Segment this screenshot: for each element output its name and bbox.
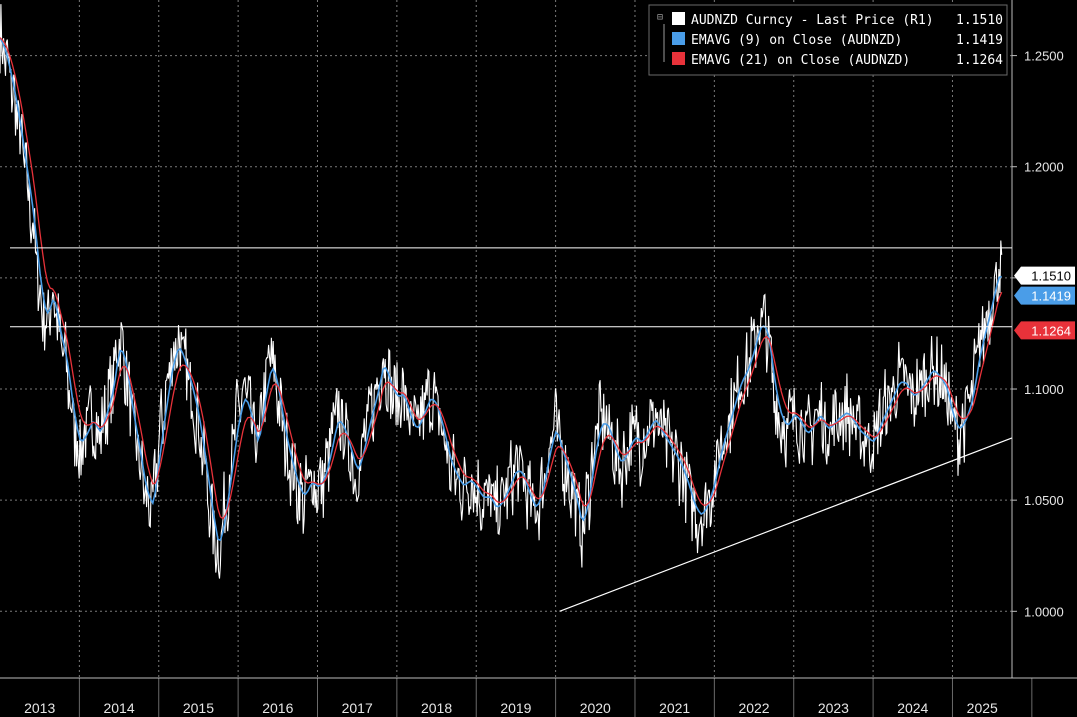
- legend-swatch-last-price: [672, 12, 685, 25]
- last-price-tag-label: 1.1510: [1031, 269, 1071, 284]
- x-tick-label: 2016: [262, 700, 293, 716]
- x-tick-label: 2019: [500, 700, 531, 716]
- x-tick-label: 2023: [818, 700, 849, 716]
- y-tick-label: 1.2000: [1024, 160, 1064, 175]
- ema21-tag-label: 1.1264: [1031, 323, 1071, 338]
- tag-layer: 1.1510 1.1419 1.1264: [1014, 266, 1075, 340]
- legend-label-ema9: EMAVG (9) on Close (AUDNZD): [691, 33, 902, 48]
- y-tick-label: 1.0000: [1024, 604, 1064, 619]
- annotation-layer: [10, 247, 1013, 612]
- grid-layer: [0, 0, 1012, 678]
- legend-swatch-ema21: [672, 52, 685, 65]
- x-tick-label: 2018: [421, 700, 452, 716]
- ema21-tag: 1.1264: [1014, 321, 1075, 340]
- legend-collapse-icon[interactable]: ⊟: [657, 12, 663, 23]
- legend-value-last-price: 1.1510: [956, 13, 1003, 28]
- ema9-tag: 1.1419: [1014, 286, 1075, 305]
- last-price-tag-shape: [1014, 266, 1075, 285]
- legend-label-ema21: EMAVG (21) on Close (AUDNZD): [691, 53, 910, 68]
- series-layer: [0, 4, 1003, 579]
- series-line-ema21: [0, 37, 1003, 520]
- y-tick-label: 1.1000: [1024, 382, 1064, 397]
- legend-value-ema21: 1.1264: [956, 53, 1003, 68]
- trendline: [559, 437, 1013, 612]
- x-tick-label: 2021: [659, 700, 690, 716]
- ema9-tag-label: 1.1419: [1031, 289, 1071, 304]
- x-tick-label: 2017: [342, 700, 373, 716]
- x-tick-label: 2024: [897, 700, 928, 716]
- ema9-tag-shape: [1014, 286, 1075, 305]
- legend-value-ema9: 1.1419: [956, 33, 1003, 48]
- legend-box: [648, 4, 1008, 76]
- x-tick-label: 2020: [580, 700, 611, 716]
- ema21-tag-shape: [1014, 321, 1075, 340]
- x-tick-label: 2025: [967, 700, 998, 716]
- legend-label-last-price: AUDNZD Curncy - Last Price (R1): [691, 13, 934, 28]
- x-tick-label: 2022: [738, 700, 769, 716]
- legend: ⊟ AUDNZD Curncy - Last Price (R1) 1.1510…: [648, 4, 1008, 76]
- y-tick-label: 1.0500: [1024, 493, 1064, 508]
- x-tick-label: 2015: [183, 700, 214, 716]
- x-tick-label: 2013: [24, 700, 55, 716]
- x-tick-label: 2014: [103, 700, 134, 716]
- series-line-last-price: [0, 4, 1003, 579]
- last-price-tag: 1.1510: [1014, 266, 1075, 285]
- y-tick-label: 1.2500: [1024, 49, 1064, 64]
- legend-swatch-ema9: [672, 32, 685, 45]
